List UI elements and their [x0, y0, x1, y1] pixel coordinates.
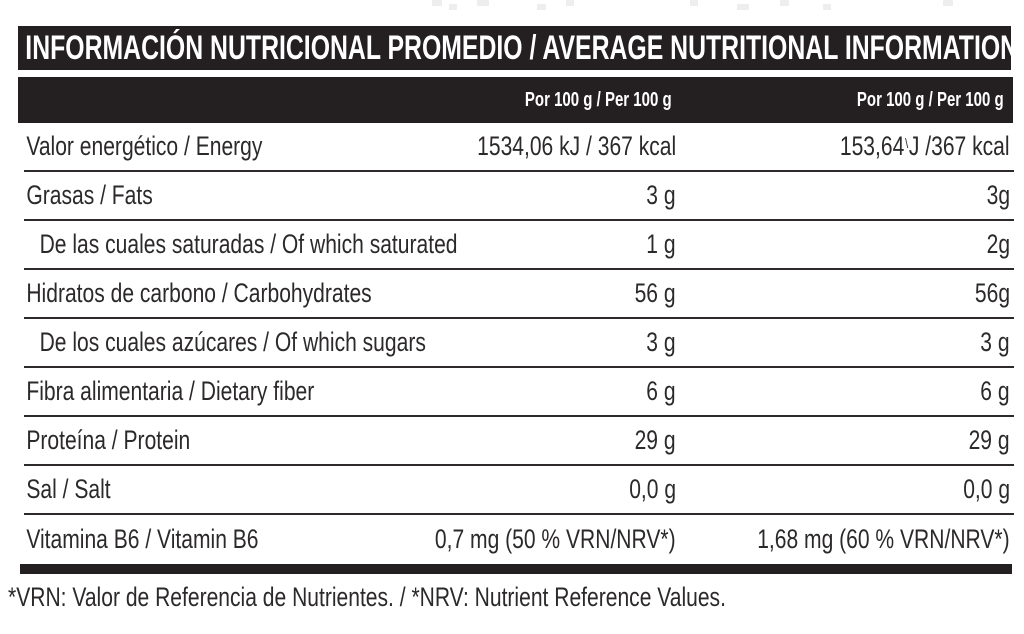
- row-value-col2: 1,68 mg (60 % VRN/NRV*): [757, 524, 1010, 554]
- row-value-col1: 1 g: [646, 229, 676, 259]
- row-label: Valor energético / Energy: [26, 131, 263, 161]
- table-row-salt: Sal / Salt 0,0 g 0,0 g: [24, 466, 1014, 515]
- row-label: De los cuales azúcares / Of which sugars: [39, 327, 426, 357]
- row-value-col2: 6 g: [980, 376, 1010, 406]
- table-row-fiber: Fibra alimentaria / Dietary fiber 6 g 6 …: [24, 368, 1014, 417]
- row-value-col1: 0,7 mg (50 % VRN/NRV*): [435, 524, 676, 554]
- scan-artifact-mark: [566, 0, 574, 6]
- row-value-col1: 0,0 g: [629, 474, 676, 504]
- column-header-bar: Por 100 g / Per 100 g Por 100 g / Per 10…: [18, 77, 1013, 123]
- scan-artifact-mark: [690, 0, 698, 6]
- row-label: Proteína / Protein: [26, 425, 191, 455]
- scan-artifact-mark: [780, 0, 789, 6]
- row-value-col2: 29 g: [969, 425, 1010, 455]
- scan-artifact-mark: [477, 0, 489, 6]
- row-label: Vitamina B6 / Vitamin B6: [26, 524, 259, 554]
- column-header-per100g-2: Por 100 g / Per 100 g: [857, 88, 1004, 111]
- row-value-col1: 6 g: [646, 376, 676, 406]
- row-value-col1: 3 g: [646, 327, 676, 357]
- row-value-col2: 3 g: [980, 327, 1010, 357]
- row-value-col2-post: J /367 kcal: [909, 131, 1010, 161]
- print-glitch-mark: \: [905, 135, 909, 151]
- row-value-col2: 2g: [986, 229, 1010, 259]
- row-value-col1: 29 g: [635, 425, 676, 455]
- scan-artifact-mark: [537, 4, 546, 10]
- table-title-bar: INFORMACIÓN NUTRICIONAL PROMEDIO / AVERA…: [18, 26, 1018, 70]
- vrn-nrv-footnote: *VRN: Valor de Referencia de Nutrientes.…: [8, 582, 726, 612]
- scan-artifact-mark: [943, 0, 953, 6]
- scan-artifact-mark: [737, 4, 749, 10]
- scan-artifact-mark: [449, 4, 457, 10]
- row-label: Sal / Salt: [26, 474, 111, 504]
- table-row-protein: Proteína / Protein 29 g 29 g: [24, 417, 1014, 466]
- column-header-per100g-1: Por 100 g / Per 100 g: [525, 88, 672, 111]
- row-label: De las cuales saturadas / Of which satur…: [39, 229, 458, 259]
- table-row-carbohydrates: Hidratos de carbono / Carbohydrates 56 g…: [24, 270, 1014, 319]
- table-title: INFORMACIÓN NUTRICIONAL PROMEDIO / AVERA…: [25, 28, 1019, 67]
- row-value-col1: 1534,06 kJ / 367 kcal: [476, 131, 676, 161]
- row-value-col2: 153,64\J /367 kcal: [840, 131, 1010, 162]
- row-label: Fibra alimentaria / Dietary fiber: [26, 376, 315, 406]
- table-row-energy: Valor energético / Energy 1534,06 kJ / 3…: [24, 123, 1014, 172]
- row-value-col2-pre: 153,64: [840, 131, 905, 161]
- table-row-vitamin-b6: Vitamina B6 / Vitamin B6 0,7 mg (50 % VR…: [24, 515, 1014, 564]
- row-value-col2: 3g: [986, 180, 1010, 210]
- row-value-col2: 0,0 g: [963, 474, 1010, 504]
- row-value-col1: 56 g: [635, 278, 676, 308]
- row-label: Grasas / Fats: [26, 180, 153, 210]
- row-value-col2: 56g: [974, 278, 1010, 308]
- table-bottom-rule: [20, 564, 1012, 574]
- scan-artifact-mark: [823, 4, 831, 10]
- table-row-sugars: De los cuales azúcares / Of which sugars…: [24, 319, 1014, 368]
- row-label: Hidratos de carbono / Carbohydrates: [26, 278, 372, 308]
- table-row-saturated: De las cuales saturadas / Of which satur…: [24, 221, 1014, 270]
- table-row-fats: Grasas / Fats 3 g 3g: [24, 172, 1014, 221]
- scan-artifact-mark: [432, 0, 442, 6]
- nutrition-table-body: Valor energético / Energy 1534,06 kJ / 3…: [24, 123, 1014, 564]
- row-value-col1: 3 g: [646, 180, 676, 210]
